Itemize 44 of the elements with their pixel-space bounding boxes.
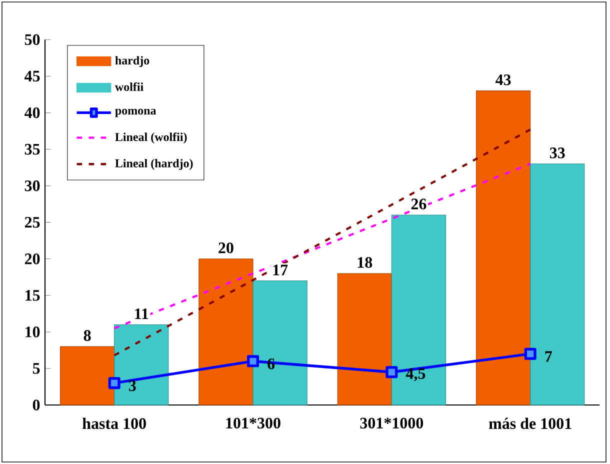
y-tick-label: 40 (24, 107, 40, 118)
bar (337, 273, 392, 406)
x-tick-label: más de 1001 (488, 418, 572, 429)
line-series (113, 128, 532, 356)
y-tick-label: 0 (32, 400, 40, 410)
data-label: 4,5 (406, 368, 426, 382)
bar (198, 258, 254, 406)
bar (252, 280, 308, 406)
y-tick-label: 30 (24, 180, 40, 192)
y-tick-label: 5 (32, 363, 40, 374)
point (108, 377, 120, 390)
data-label: 17 (273, 264, 288, 276)
bar (530, 164, 585, 406)
legend-label: pomona (115, 108, 156, 118)
data-label: 3 (128, 380, 136, 392)
legend-label: wolfii (114, 82, 144, 91)
y-tick-label: 15 (26, 290, 40, 301)
y-tick-label: 35 (24, 144, 40, 155)
data-label: 18 (358, 257, 372, 268)
legend-label: Lineal (hardjo) (115, 158, 193, 170)
y-tick-label: 20 (24, 253, 40, 264)
data-label: 8 (84, 330, 91, 341)
bar (476, 90, 531, 406)
data-label: 20 (218, 242, 234, 254)
y-tick-label: 10 (26, 326, 40, 338)
point (386, 366, 398, 378)
point (524, 348, 536, 360)
legend-label: hardjo (115, 56, 150, 67)
y-tick-label: 25 (24, 216, 40, 228)
x-tick-label: hasta 100 (82, 418, 146, 429)
bar (60, 346, 115, 406)
y-tick-label: 50 (24, 34, 40, 46)
y-tick-label: 45 (24, 70, 40, 82)
data-label: 7 (545, 351, 552, 362)
data-label: 11 (135, 308, 148, 320)
x-tick-label: 301*1000 (360, 418, 424, 428)
bar (114, 324, 169, 406)
x-tick-label: 101*300 (226, 418, 280, 428)
point (247, 355, 259, 368)
bar (391, 214, 446, 406)
data-label: 26 (411, 198, 426, 210)
legend-label: Lineal (wolfii) (115, 132, 187, 144)
data-label: 43 (496, 74, 511, 86)
data-label: 33 (550, 148, 565, 158)
